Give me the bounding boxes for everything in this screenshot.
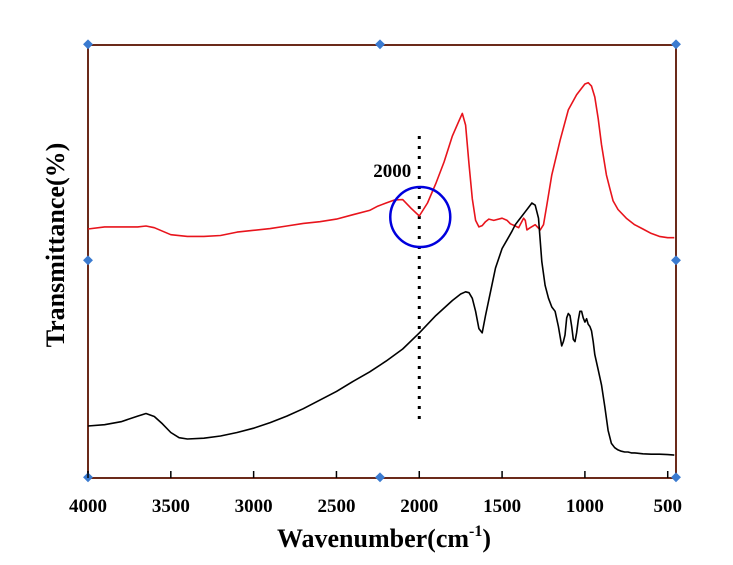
x-axis-title-superscript: -1 [469, 523, 482, 540]
handle-middle-right[interactable] [671, 255, 681, 266]
x-tick-label-2500: 2500 [317, 496, 355, 517]
x-axis-tick-labels: 4000 3500 3000 2500 2000 1500 1000 500 [69, 496, 682, 517]
annotation-label-2000: 2000 [373, 161, 411, 182]
series-line-red [87, 81, 675, 239]
highlight-circle [389, 185, 452, 249]
x-axis-ticks [87, 471, 669, 478]
x-tick-label-4000: 4000 [69, 496, 107, 517]
x-tick-label-3500: 3500 [152, 496, 190, 517]
x-tick-label-2000: 2000 [400, 496, 438, 517]
y-axis-title: Transmittance(%) [41, 143, 70, 348]
x-tick-label-3000: 3000 [235, 496, 273, 517]
handle-bottom-right[interactable] [671, 472, 681, 483]
series-line-black [87, 202, 675, 456]
x-tick-label-1500: 1500 [483, 496, 521, 517]
plot-frame [87, 44, 677, 479]
x-axis-title-main: Wavenumber(cm [277, 524, 469, 553]
x-axis-title-close: ) [482, 524, 491, 553]
handle-top-right[interactable] [671, 39, 681, 50]
series-layer [87, 81, 675, 456]
x-tick-label-1000: 1000 [566, 496, 604, 517]
handle-top-middle[interactable] [375, 39, 385, 50]
x-tick-label-500: 500 [653, 496, 682, 517]
selection-handles[interactable] [83, 39, 681, 483]
handle-middle-left[interactable] [83, 255, 93, 266]
x-axis-title: Wavenumber(cm-1) [277, 523, 491, 553]
handle-bottom-middle[interactable] [375, 472, 385, 483]
handle-top-left[interactable] [83, 39, 93, 50]
